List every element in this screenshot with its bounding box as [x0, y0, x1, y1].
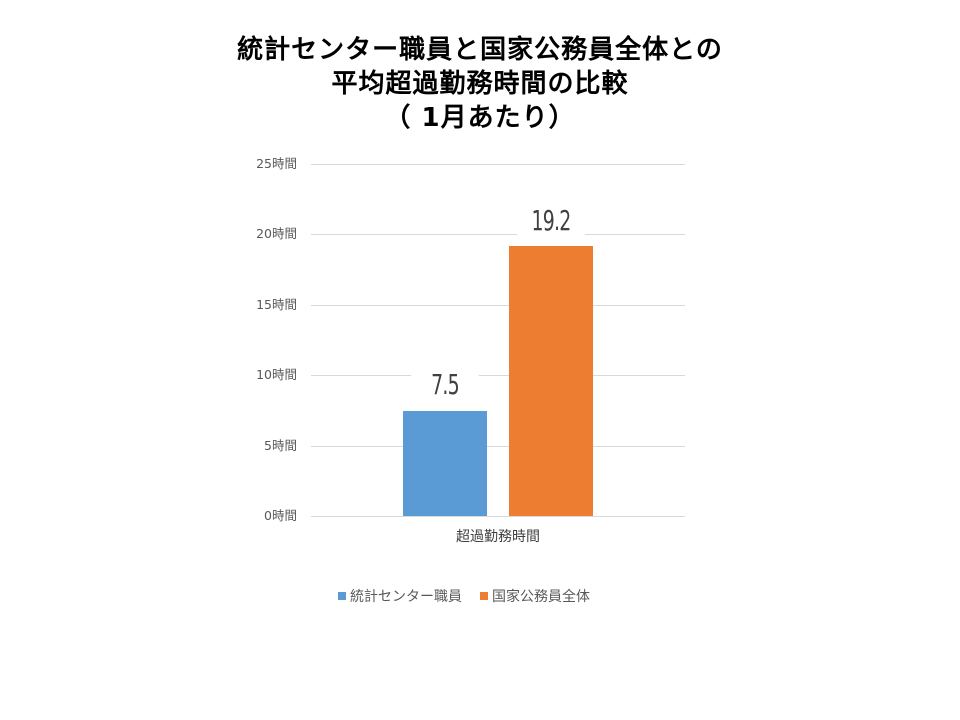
chart-title-line-2: 平均超過勤務時間の比較 — [331, 69, 629, 99]
gridline-5 — [311, 446, 685, 447]
y-tick-label: 25時間 — [256, 156, 297, 171]
y-tick-label: 10時間 — [256, 367, 297, 382]
chart-title-line-1: 統計センター職員と国家公務員全体との — [237, 35, 723, 65]
gridline-10 — [311, 375, 685, 376]
gridline-15 — [311, 305, 685, 306]
y-tick-label: 20時間 — [256, 226, 297, 241]
legend-label: 統計センター職員 — [350, 589, 462, 605]
x-category-label: 超過勤務時間 — [456, 529, 540, 545]
chart-title: 統計センター職員と国家公務員全体との 平均超過勤務時間の比較 （ 1月あたり） — [0, 33, 960, 135]
legend-item-national-civil-servants: 国家公務員全体 — [480, 586, 590, 606]
bar-statistics-center-staff — [403, 411, 487, 516]
gridline-25 — [311, 164, 685, 165]
y-tick-label: 5時間 — [264, 438, 297, 453]
data-label-national-civil-servants: 19.2 — [517, 206, 585, 236]
chart-title-line-3: （ 1月あたり） — [384, 103, 576, 133]
legend-swatch-blue — [338, 592, 346, 600]
legend-item-statistics-center-staff: 統計センター職員 — [338, 586, 462, 606]
legend-swatch-orange — [480, 592, 488, 600]
data-label-statistics-center-staff: 7.5 — [411, 370, 479, 400]
gridline-20 — [311, 234, 685, 235]
legend: 統計センター職員 国家公務員全体 — [338, 586, 590, 606]
legend-label: 国家公務員全体 — [492, 589, 590, 605]
y-tick-label: 15時間 — [256, 297, 297, 312]
bar-national-civil-servants — [509, 246, 593, 516]
gridline-0 — [311, 516, 685, 517]
y-tick-label: 0時間 — [264, 508, 297, 523]
